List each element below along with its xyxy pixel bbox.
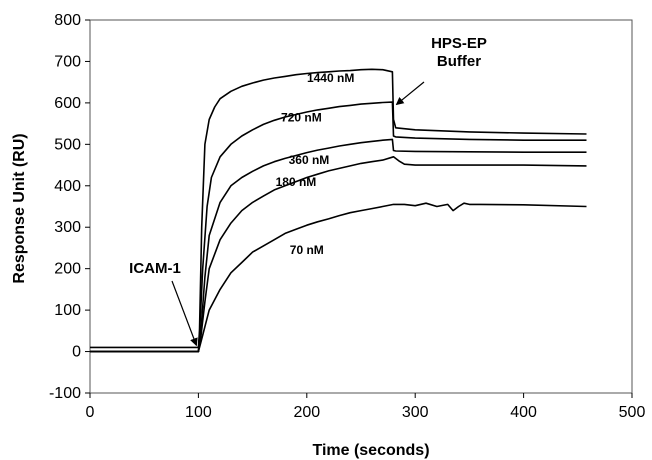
annotations: ICAM-1 HPS-EP Buffer — [129, 35, 487, 347]
x-tick-label: 500 — [619, 404, 646, 421]
annotation-icam-arrow — [171, 280, 198, 347]
series-label-3: 180 nM — [276, 175, 317, 189]
ticks: -100 0 100 200 300 400 500 600 700 800 0 100 200 300 4… — [49, 12, 645, 421]
y-tick-label: 700 — [54, 53, 81, 70]
x-tick-label: 400 — [510, 404, 537, 421]
y-tick-label: 500 — [54, 136, 81, 153]
y-tick-label: 200 — [54, 261, 81, 278]
series-label-2: 360 nM — [289, 153, 330, 167]
y-tick-label: 600 — [54, 95, 81, 112]
x-tick-label: 200 — [293, 404, 320, 421]
x-tick-label: 100 — [185, 404, 212, 421]
x-tick-label: 300 — [402, 404, 429, 421]
annotation-icam-label: ICAM-1 — [129, 260, 181, 277]
series-label-4: 70 nM — [290, 243, 324, 257]
series-label-1: 720 nM — [281, 111, 322, 125]
axes: Time (seconds) Response Unit (RU) — [11, 19, 633, 459]
series-lines — [90, 68, 587, 353]
annotation-buffer-arrow — [395, 81, 425, 106]
series-line-2 — [90, 138, 587, 353]
y-tick-label: 0 — [72, 344, 81, 361]
y-tick-label: -100 — [49, 385, 81, 402]
annotation-buffer-label: HPS-EP Buffer — [431, 35, 487, 70]
plot-frame — [89, 19, 633, 394]
annotation-buffer-line: HPS-EP — [431, 35, 487, 52]
x-tick-label: 0 — [86, 404, 95, 421]
y-tick-label: 400 — [54, 178, 81, 195]
y-axis-title: Response Unit (RU) — [11, 133, 28, 283]
series-line-4 — [90, 202, 587, 353]
annotation-buffer-line: Buffer — [437, 53, 481, 70]
series-line-3 — [90, 156, 587, 353]
series-labels: 1440 nM 720 nM 360 nM 180 nM 70 nM — [276, 71, 355, 257]
series-line-1 — [90, 101, 587, 353]
x-axis-title: Time (seconds) — [312, 442, 429, 459]
y-tick-label: 800 — [54, 12, 81, 29]
y-tick-label: 100 — [54, 302, 81, 319]
y-tick-label: 300 — [54, 219, 81, 236]
series-line-0 — [90, 68, 587, 349]
series-label-0: 1440 nM — [307, 71, 354, 85]
